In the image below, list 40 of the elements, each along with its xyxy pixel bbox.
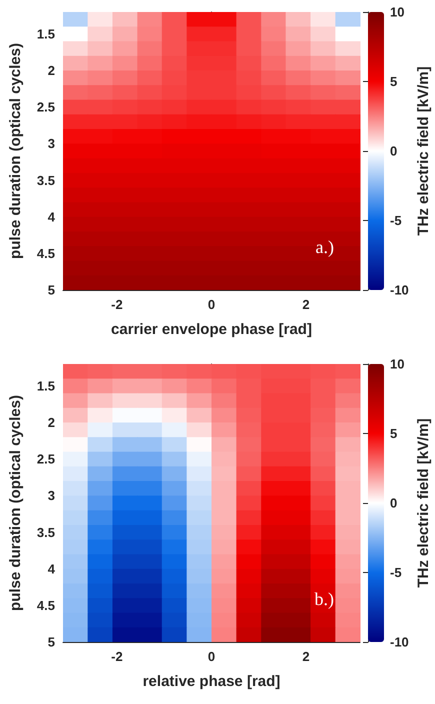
- color-bar-label: -10: [390, 634, 409, 650]
- y-tick-label: 3.5: [36, 524, 55, 540]
- y-axis-title: pulse duration (optical cycles): [7, 395, 24, 611]
- x-tick-label: 2: [302, 297, 310, 312]
- x-axis-title: carrier envelope phase [rad]: [111, 321, 312, 338]
- color-bar-label: -5: [390, 565, 402, 580]
- y-tick-label: 2: [48, 415, 55, 430]
- y-tick-label: 3: [48, 488, 55, 504]
- color-bar-title: THz electric field [kV/m]: [415, 66, 432, 236]
- y-tick-label: 5: [48, 282, 55, 298]
- color-bar-label: 10: [390, 4, 404, 20]
- x-tick-label: -2: [111, 297, 123, 312]
- color-bar-label: 5: [390, 426, 398, 441]
- y-tick-label: 4.5: [36, 246, 55, 261]
- color-bar-label: -10: [390, 282, 409, 298]
- y-tick-label: 1.5: [36, 378, 55, 394]
- color-bar-title: THz electric field [kV/m]: [415, 418, 432, 588]
- annotation: a.): [316, 237, 334, 257]
- color-bar-label: 10: [390, 356, 404, 372]
- y-tick-label: 4: [48, 561, 56, 576]
- y-tick-label: 1.5: [36, 26, 55, 42]
- x-tick-label: 2: [302, 649, 310, 664]
- y-tick-label: 2: [48, 63, 55, 78]
- y-tick-label: 3.5: [36, 172, 55, 188]
- y-tick-label: 3: [48, 136, 55, 152]
- color-bar-label: -5: [390, 213, 402, 228]
- x-axis-title: relative phase [rad]: [142, 673, 280, 690]
- color-bar-label: 0: [390, 496, 398, 510]
- y-tick-label: 2.5: [36, 100, 55, 115]
- y-tick-label: 4: [48, 209, 56, 224]
- annotation: b.): [314, 589, 334, 609]
- x-tick-label: 0: [208, 297, 216, 312]
- y-tick-label: 2.5: [36, 452, 55, 467]
- y-axis-title: pulse duration (optical cycles): [7, 43, 24, 259]
- color-bar-label: 0: [390, 144, 398, 158]
- color-bar-label: 5: [390, 74, 398, 89]
- y-tick-label: 4.5: [36, 598, 55, 613]
- y-tick-label: 5: [48, 634, 55, 650]
- x-tick-label: 0: [208, 649, 216, 664]
- x-tick-label: -2: [111, 649, 123, 664]
